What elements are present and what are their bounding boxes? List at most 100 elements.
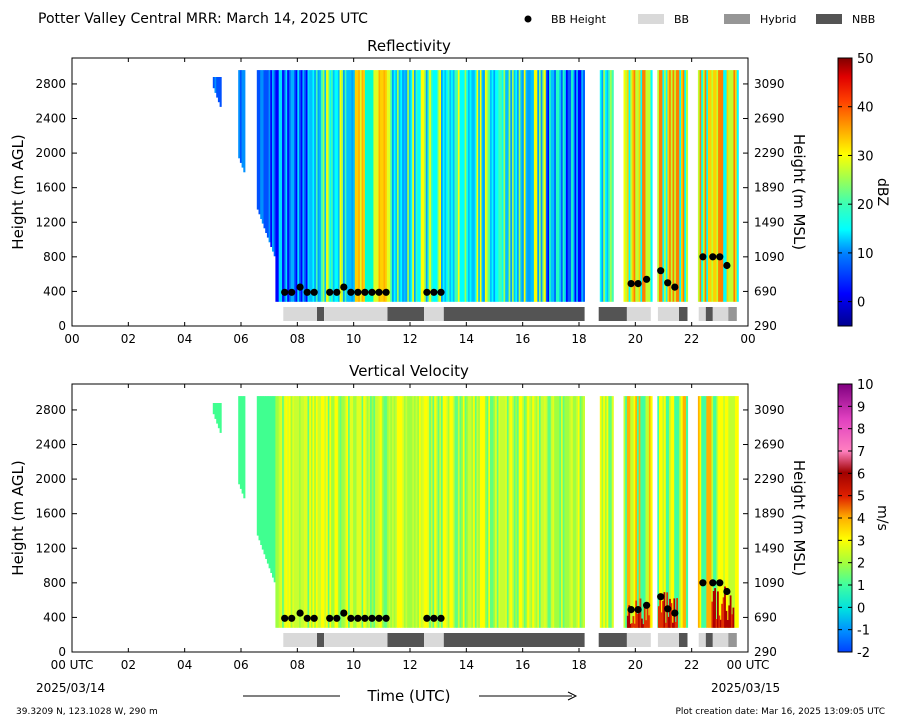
echo-column (300, 70, 303, 302)
echo-column (285, 70, 288, 302)
bb-height-point (333, 614, 341, 622)
echo-column (468, 70, 471, 302)
echo-column (304, 70, 307, 302)
echo-column (478, 396, 481, 628)
echo-column (717, 591, 719, 628)
echo-column (378, 396, 381, 628)
echo-column (466, 396, 469, 628)
echo-column (505, 396, 508, 628)
echo-column (643, 70, 646, 302)
echo-column (667, 616, 670, 628)
echo-column (554, 70, 557, 302)
bb-height-point (437, 614, 445, 622)
echo-column (735, 396, 738, 628)
colorbar-tick-label: 0 (857, 601, 865, 616)
echo-column (528, 396, 531, 628)
echo-column (709, 396, 712, 628)
bb-height-point (723, 261, 731, 270)
echo-column (488, 70, 491, 302)
echo-column (424, 396, 427, 628)
echo-column (483, 70, 486, 302)
echo-column (292, 70, 295, 302)
echo-column (425, 396, 428, 628)
echo-column (278, 396, 281, 628)
echo-column (498, 396, 501, 628)
colorbar-tick-label: 50 (857, 52, 874, 67)
echo-column (219, 403, 222, 433)
bb-height-point (664, 605, 672, 613)
echo-column (476, 396, 479, 628)
echo-column (353, 70, 356, 302)
echo-column (375, 396, 378, 628)
echo-column (359, 396, 362, 628)
echo-column (392, 70, 395, 302)
bb-height-point (716, 253, 724, 261)
echo-column (290, 396, 293, 628)
echo-column (515, 396, 518, 628)
echo-column (669, 396, 672, 628)
echo-column (724, 396, 727, 628)
bb-height-point (382, 288, 390, 296)
y-tick-label-right: 2690 (754, 112, 785, 126)
velocity-ylabel: Height (m AGL) (9, 460, 27, 575)
echo-column (354, 70, 357, 302)
echo-column (532, 70, 535, 302)
echo-column (604, 70, 607, 302)
echo-column (682, 70, 685, 302)
echo-column (361, 70, 364, 302)
echo-column (376, 70, 379, 302)
y-tick-label: 2000 (35, 146, 66, 160)
x-tick-label: 20 (628, 332, 643, 346)
echo-column (464, 70, 467, 302)
echo-column (657, 396, 660, 628)
echo-column (646, 604, 649, 628)
echo-column (341, 396, 344, 628)
bb-height-point (361, 288, 369, 296)
echo-column (574, 70, 577, 302)
echo-column (326, 396, 329, 628)
echo-column (669, 70, 672, 302)
echo-column (645, 620, 647, 628)
echo-column (712, 591, 715, 628)
colorbar-tick-label: 5 (857, 490, 865, 505)
echo-column (629, 623, 632, 628)
echo-column (702, 396, 705, 628)
echo-column (518, 396, 521, 628)
echo-column (427, 396, 430, 628)
echo-column (648, 615, 650, 628)
legend-swatch-nbb (816, 14, 842, 24)
echo-column (214, 403, 217, 419)
x-tick-label: 00 UTC (727, 658, 770, 672)
colorbar-tick-label: 7 (857, 445, 865, 460)
x-tick-label: 14 (459, 658, 474, 672)
echo-column (363, 70, 366, 302)
echo-column (456, 70, 459, 302)
echo-column (496, 396, 499, 628)
velocity-colorbar: m/s -2 -1 0 1 2 3 4 5 6 7 8 9 10 (837, 378, 890, 661)
echo-column (314, 396, 317, 628)
echo-column (540, 396, 543, 628)
echo-column (650, 396, 653, 628)
band-segment-nbb (679, 633, 688, 647)
echo-column (701, 396, 704, 628)
echo-column (385, 396, 388, 628)
echo-column (366, 70, 369, 302)
echo-column (392, 396, 395, 628)
echo-column (405, 70, 408, 302)
y-tick-label-right: 3090 (754, 403, 785, 417)
y-tick-label-right: 2290 (754, 146, 785, 160)
start-date-label: 2025/03/14 (36, 681, 105, 695)
echo-column (327, 70, 330, 302)
echo-column (724, 70, 727, 302)
bb-height-point (347, 614, 355, 622)
y-tick-label-right: 2690 (754, 438, 785, 452)
echo-column (684, 396, 687, 628)
echo-column (520, 70, 523, 302)
echo-column (243, 396, 246, 499)
bb-height-point (657, 593, 665, 601)
echo-column (474, 396, 477, 628)
y-tick-label: 1200 (35, 541, 66, 555)
echo-column (319, 396, 322, 628)
velocity-ylabel-right: Height (m MSL) (790, 460, 808, 576)
band-segment-nbb (443, 633, 585, 647)
